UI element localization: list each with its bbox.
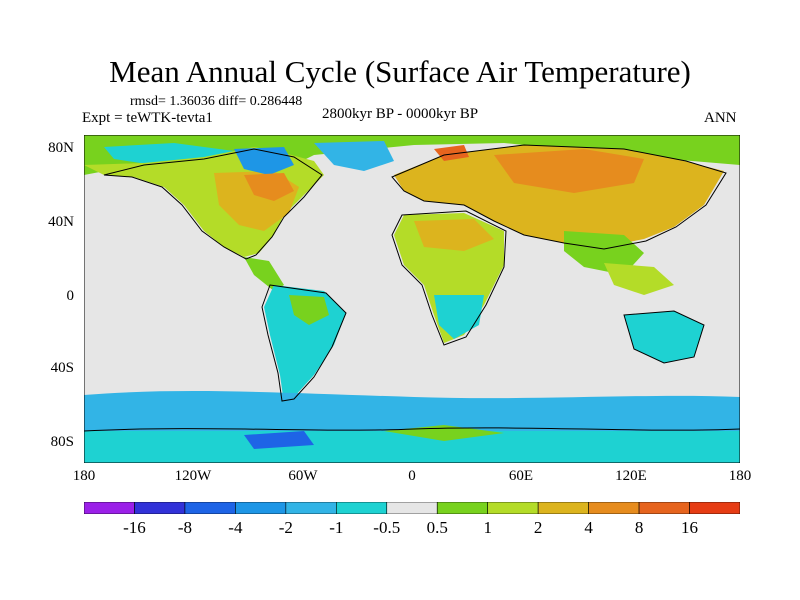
colorbar-swatch <box>285 502 337 514</box>
lon-label-180w: 180 <box>72 468 96 484</box>
canada-warm-core <box>244 173 294 201</box>
colorbar-swatch <box>84 502 135 514</box>
colorbar-swatch <box>336 502 388 514</box>
colorbar-label: 2 <box>533 518 543 537</box>
period-label: 2800kyr BP - 0000kyr BP <box>322 106 479 122</box>
lon-label-120e: 120E <box>615 468 647 484</box>
lat-label-40s: 40S <box>50 360 74 376</box>
lon-label-180e: 180 <box>728 468 752 484</box>
colorbar-label: 0.5 <box>426 518 448 537</box>
asia-south-green <box>564 231 644 275</box>
lat-label-0: 0 <box>66 288 75 304</box>
lat-label-80s: 80S <box>50 434 74 450</box>
australia-land <box>624 311 704 363</box>
central-america <box>244 257 284 291</box>
colorbar-label: -16 <box>123 518 146 537</box>
colorbar-label: -4 <box>228 518 243 537</box>
colorbar-label: -8 <box>177 518 192 537</box>
colorbar-label: -1 <box>329 518 344 537</box>
colorbar-label: -0.5 <box>373 518 401 537</box>
arctic-russia-hot <box>434 145 469 161</box>
colorbar-swatch <box>638 502 690 514</box>
colorbar-swatch <box>436 502 488 514</box>
north-atlantic-cool <box>314 141 394 171</box>
coastlines <box>84 144 740 432</box>
colorbar-label: 8 <box>634 518 644 537</box>
lat-label-80n: 80N <box>48 140 74 156</box>
antarctic-band <box>84 431 740 463</box>
colorbar-swatch <box>235 502 287 514</box>
antarctic-cold-spots <box>244 431 314 449</box>
sahara-warm <box>414 219 494 251</box>
map-title: Mean Annual Cycle (Surface Air Temperatu… <box>109 54 691 89</box>
siberia-hot <box>494 149 644 193</box>
colorbar-swatch <box>689 502 740 514</box>
rmsd-diff-stats: rmsd= 1.36036 diff= 0.286448 <box>130 94 303 109</box>
lat-label-40n: 40N <box>48 214 74 230</box>
colorbar-swatch <box>487 502 539 514</box>
colorbar-label: 1 <box>483 518 492 537</box>
eurasia-land <box>394 145 724 247</box>
colorbar-label: 4 <box>584 518 593 537</box>
colorbar-swatch <box>588 502 640 514</box>
south-america-warm <box>289 295 329 325</box>
colorbar <box>84 502 740 514</box>
lon-label-120w: 120W <box>174 468 212 484</box>
temperature-difference-map <box>84 135 740 463</box>
lon-label-0: 0 <box>408 468 416 484</box>
southeast-asia <box>604 263 674 295</box>
colorbar-swatch <box>184 502 236 514</box>
colorbar-label: 16 <box>681 518 699 537</box>
colorbar-swatch <box>134 502 186 514</box>
colorbar-swatch <box>386 502 438 514</box>
experiment-label: Expt = teWTK-tevta1 <box>82 110 213 126</box>
colorbar-label: -2 <box>278 518 293 537</box>
lon-label-60w: 60W <box>288 468 318 484</box>
season-label: ANN <box>704 110 737 126</box>
colorbar-swatch <box>537 502 589 514</box>
lon-label-60e: 60E <box>508 468 534 484</box>
southern-ocean-band <box>84 391 740 431</box>
